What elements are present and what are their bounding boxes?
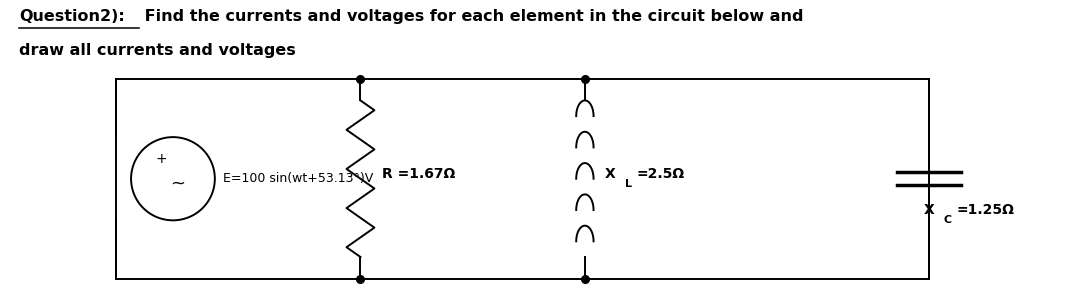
Text: draw all currents and voltages: draw all currents and voltages (19, 43, 296, 58)
Text: C: C (944, 215, 953, 225)
Text: L: L (625, 179, 632, 189)
Text: E=100 sin(wt+53.13°)V: E=100 sin(wt+53.13°)V (222, 172, 373, 185)
Text: X: X (924, 204, 935, 218)
Text: Find the currents and voltages for each element in the circuit below and: Find the currents and voltages for each … (139, 9, 804, 24)
Text: +: + (156, 152, 166, 166)
Text: Question2):: Question2): (19, 9, 125, 24)
Text: =1.25Ω: =1.25Ω (957, 204, 1015, 218)
Text: R =1.67Ω: R =1.67Ω (382, 167, 456, 181)
Text: =2.5Ω: =2.5Ω (637, 167, 685, 181)
Text: ~: ~ (171, 175, 186, 193)
Text: X: X (605, 167, 616, 181)
